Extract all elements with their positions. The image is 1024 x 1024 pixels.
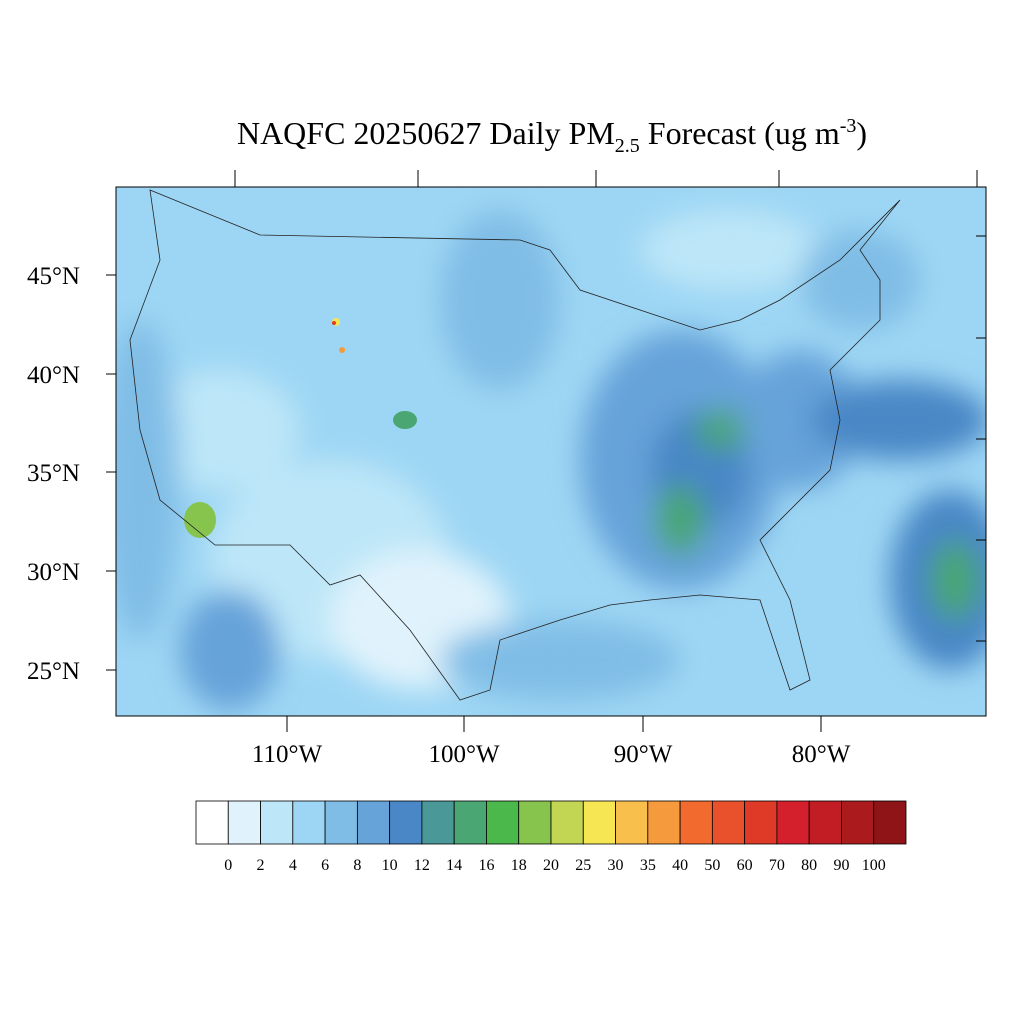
colorbar-box bbox=[453, 800, 487, 845]
colorbar-box bbox=[615, 800, 649, 845]
colorbar-label: 10 bbox=[382, 857, 398, 874]
lat-label: 45°N bbox=[27, 263, 80, 290]
colorbar-box bbox=[389, 800, 423, 845]
colorbar-label: 16 bbox=[478, 857, 494, 874]
colorbar-label: 6 bbox=[321, 857, 329, 874]
colorbar-label: 12 bbox=[414, 857, 430, 874]
title-superscript: -3 bbox=[840, 115, 857, 137]
colorbar-label: 35 bbox=[640, 857, 656, 874]
colorbar-label: 20 bbox=[543, 857, 559, 874]
colorbar-label: 25 bbox=[575, 857, 591, 874]
lon-label: 110°W bbox=[252, 741, 323, 768]
colorbar-label: 70 bbox=[769, 857, 785, 874]
colorbar-label: 8 bbox=[353, 857, 361, 874]
lon-label: 90°W bbox=[614, 741, 673, 768]
colorbar-label: 18 bbox=[511, 857, 527, 874]
colorbar-label: 80 bbox=[801, 857, 817, 874]
title-middle: Forecast (ug m bbox=[640, 115, 840, 151]
title-main: NAQFC 20250627 Daily PM bbox=[237, 115, 615, 151]
lat-label: 40°N bbox=[27, 362, 80, 389]
colorbar-label: 60 bbox=[737, 857, 753, 874]
colorbar-box bbox=[550, 800, 584, 845]
pm25-field bbox=[116, 187, 986, 716]
colorbar-box bbox=[356, 800, 391, 845]
map-frame bbox=[115, 186, 987, 717]
colorbar-box bbox=[227, 800, 261, 845]
colorbar-box bbox=[486, 800, 520, 845]
colorbar-label: 90 bbox=[833, 857, 849, 874]
lat-label: 25°N bbox=[27, 658, 80, 685]
colorbar-box bbox=[744, 800, 778, 845]
colorbar-label: 40 bbox=[672, 857, 688, 874]
colorbar-label: 30 bbox=[608, 857, 624, 874]
lat-label: 30°N bbox=[27, 559, 80, 586]
colorbar-box bbox=[808, 800, 842, 845]
title-subscript: 2.5 bbox=[615, 135, 640, 157]
colorbar-box bbox=[776, 800, 810, 845]
colorbar-box bbox=[841, 800, 875, 845]
colorbar-box bbox=[518, 800, 552, 845]
colorbar-box bbox=[873, 800, 907, 845]
colorbar-label: 50 bbox=[704, 857, 720, 874]
colorbar-box bbox=[260, 800, 294, 845]
colorbar-box bbox=[292, 800, 326, 845]
lon-label: 80°W bbox=[792, 741, 851, 768]
title-end: ) bbox=[856, 115, 867, 151]
colorbar-box bbox=[421, 800, 455, 845]
colorbar-box bbox=[679, 800, 713, 845]
colorbar-box bbox=[324, 800, 358, 845]
colorbar-label: 4 bbox=[289, 857, 297, 874]
colorbar-label: 0 bbox=[224, 857, 232, 874]
lat-label: 35°N bbox=[27, 460, 80, 487]
colorbar-label: 2 bbox=[257, 857, 265, 874]
colorbar-box bbox=[195, 800, 229, 845]
colorbar-box bbox=[647, 800, 681, 845]
lon-label: 100°W bbox=[428, 741, 499, 768]
colorbar-box bbox=[582, 800, 616, 845]
colorbar-label: 100 bbox=[862, 857, 886, 874]
title: NAQFC 20250627 Daily PM2.5 Forecast (ug … bbox=[237, 115, 867, 157]
colorbar-label: 14 bbox=[446, 857, 462, 874]
colorbar-box bbox=[711, 800, 746, 845]
